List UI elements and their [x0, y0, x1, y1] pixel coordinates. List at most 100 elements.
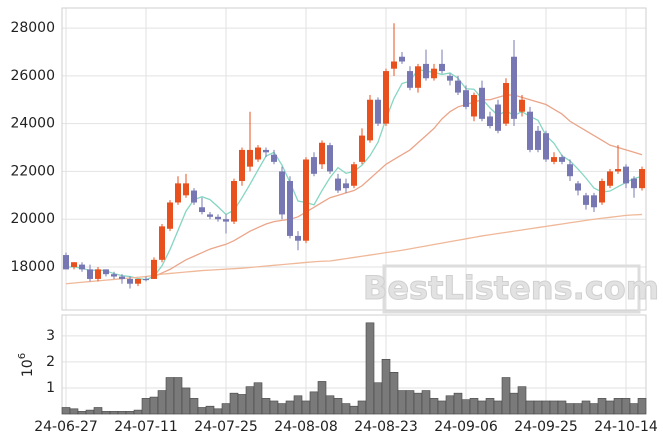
candle-body [439, 63, 445, 72]
candle-body [471, 94, 477, 117]
candle-body [423, 63, 429, 79]
candle-body [359, 135, 365, 162]
volume-bar [541, 400, 551, 415]
y-tick-label: 18000 [10, 259, 55, 275]
candle-body [287, 180, 293, 236]
volume-bar [333, 398, 343, 415]
volume-bar [77, 411, 87, 415]
volume-bar [629, 403, 639, 415]
volume-bar [445, 395, 455, 415]
candle-body [295, 235, 301, 241]
volume-bar [277, 403, 287, 415]
volume-bar [261, 398, 271, 415]
candle-body [151, 259, 157, 279]
volume-bar [317, 381, 327, 415]
candle-body [599, 180, 605, 203]
candle-body [511, 56, 517, 119]
candle-body [159, 226, 165, 260]
candle-body [239, 149, 245, 181]
volume-bar [69, 408, 79, 415]
volume-bar [285, 400, 295, 415]
volume-bar [325, 395, 335, 415]
candle-body [95, 269, 101, 279]
y-tick-label: 20000 [10, 211, 55, 227]
x-tick-label: 24-08-23 [354, 419, 418, 435]
volume-bar [165, 377, 175, 415]
candle-body [551, 157, 557, 162]
candle-body [303, 159, 309, 241]
candle-body [607, 171, 613, 186]
volume-bar [373, 382, 383, 415]
volume-bar [549, 400, 559, 415]
volume-bar [229, 392, 239, 415]
candle-body [255, 147, 261, 160]
volume-bar [61, 407, 71, 415]
candle-body [119, 276, 125, 279]
candle-body [79, 264, 85, 270]
volume-bar [581, 400, 591, 415]
volume-bar [117, 411, 127, 415]
volume-bar [93, 407, 103, 415]
candle-body [567, 164, 573, 177]
candle-body [415, 66, 421, 88]
volume-bar [125, 411, 135, 415]
candle-body [503, 83, 509, 124]
volume-bar [173, 377, 183, 415]
candle-body [519, 99, 525, 112]
volume-bar [613, 398, 623, 415]
candle-body [479, 87, 485, 119]
candle-body [71, 262, 77, 267]
candle-body [455, 80, 461, 93]
candle-body [327, 145, 333, 172]
volume-bar [501, 377, 511, 415]
x-tick-label: 24-09-25 [514, 419, 578, 435]
candle-body [103, 269, 109, 275]
volume-bar [597, 398, 607, 415]
candle-body [319, 142, 325, 165]
volume-axis-base: 10 [20, 359, 36, 377]
candle-body [535, 130, 541, 150]
volume-bar [141, 398, 151, 415]
candle-body [559, 157, 565, 162]
volume-bar [637, 398, 647, 415]
candle-body [279, 171, 285, 215]
volume-bar [301, 400, 311, 415]
volume-bar [413, 392, 423, 415]
volume-bar [605, 400, 615, 415]
volume-bar [309, 391, 319, 415]
volume-bar [469, 398, 479, 415]
candle-body [527, 111, 533, 150]
panel-frame [61, 7, 647, 311]
candle-body [487, 116, 493, 127]
candle-body [215, 216, 221, 220]
candle-body [543, 133, 549, 160]
candle-body [591, 195, 597, 208]
volume-bar [341, 403, 351, 415]
volume-bar [389, 372, 399, 415]
x-tick-label: 24-09-06 [434, 419, 498, 435]
volume-bar [365, 322, 375, 415]
volume-bar [197, 407, 207, 415]
candle-body [351, 164, 357, 186]
volume-bar [461, 399, 471, 415]
volume-bar [381, 358, 391, 415]
volume-bar [589, 403, 599, 415]
volume-bar [477, 400, 487, 415]
volume-bar [349, 405, 359, 415]
candle-body [407, 71, 413, 88]
volume-bar [429, 398, 439, 415]
x-tick-label: 24-07-11 [114, 419, 178, 435]
watermark-box [382, 264, 641, 314]
watermark: BestListens.com [363, 269, 659, 307]
volume-axis-exponent: 6 [17, 353, 28, 359]
y-tick-label: 22000 [10, 163, 55, 179]
candle-body [167, 202, 173, 229]
y-tick-label: 26000 [10, 68, 55, 84]
volume-bar [557, 400, 567, 415]
moving-average-line [153, 94, 643, 278]
candle-body [191, 190, 197, 203]
volume-bar [509, 392, 519, 415]
volume-bar [437, 400, 447, 415]
candle-body [143, 278, 149, 281]
